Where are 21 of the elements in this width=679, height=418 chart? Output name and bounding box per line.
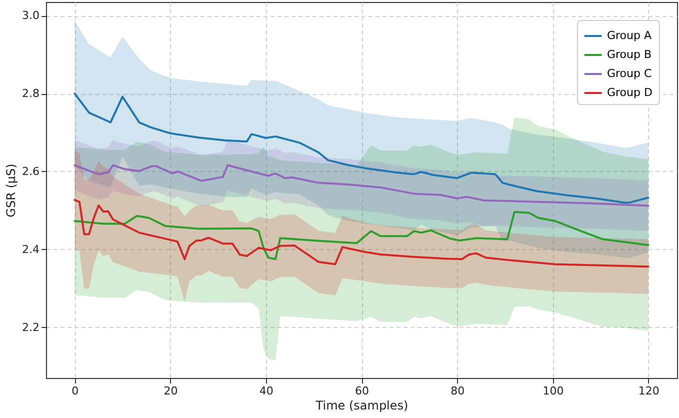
x-tick-label: 20	[164, 384, 178, 398]
legend-label: Group C	[607, 67, 652, 80]
line-series	[74, 211, 650, 260]
line-series	[74, 198, 650, 268]
x-tick-label: 120	[638, 384, 660, 398]
legend-label: Group A	[607, 29, 652, 42]
legend-label: Group D	[607, 86, 652, 99]
x-tick-label: 60	[355, 384, 369, 398]
x-tick-label: 40	[259, 384, 274, 398]
y-axis-title: GSR (μS)	[4, 164, 18, 218]
line-series	[74, 164, 650, 207]
y-tick-label: 3.0	[22, 9, 40, 22]
y-tick-label: 2.6	[22, 164, 40, 178]
y-tick-label: 2.4	[22, 242, 40, 256]
x-tick-label: 0	[72, 384, 79, 398]
y-tick-label: 2.8	[22, 87, 40, 100]
x-axis-title: Time (samples)	[314, 398, 408, 412]
x-tick-label: 80	[450, 384, 465, 398]
x-tick-label: 100	[542, 384, 564, 398]
legend-label: Group B	[607, 48, 652, 61]
y-tick-label: 2.2	[22, 320, 40, 334]
